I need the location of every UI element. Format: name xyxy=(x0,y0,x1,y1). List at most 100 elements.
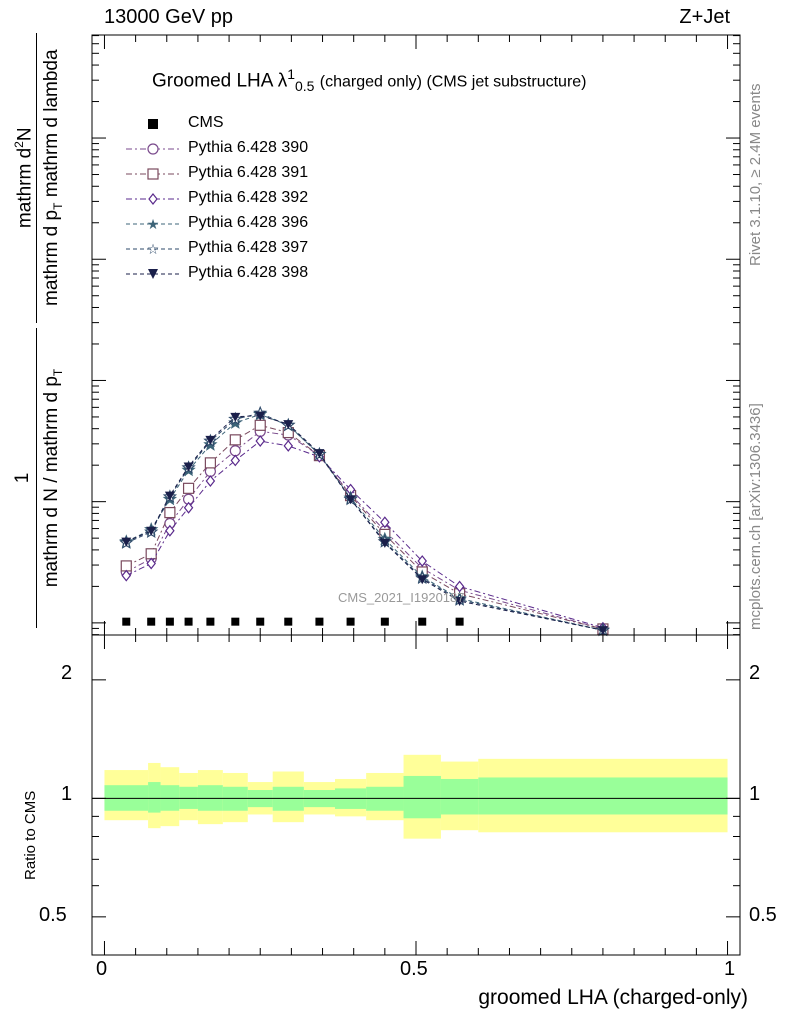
ratio-tick-right-05: 0.5 xyxy=(749,904,777,926)
data-point-pythia-6-428-391 xyxy=(229,434,241,446)
ylabel-den2: mathrm d pT mathrm d lambda xyxy=(41,33,65,323)
data-point-pythia-6-428-398 xyxy=(597,626,608,636)
x-tick-0: 0 xyxy=(96,958,108,980)
series-line-pythia-6-428-391 xyxy=(126,424,604,630)
ratio-band-inner xyxy=(478,777,728,815)
data-point-pythia-6-428-392 xyxy=(205,475,216,488)
data-point-pythia-6-428-398 xyxy=(121,537,132,547)
x-tick-1: 1 xyxy=(724,958,736,980)
title-lambda: λ xyxy=(277,70,288,92)
ratio-band-inner xyxy=(440,778,479,815)
data-point-pythia-6-428-391 xyxy=(182,482,195,494)
ratio-panel xyxy=(91,634,741,956)
rivet-label: Rivet 3.1.10, ≥ 2.4M events xyxy=(747,83,764,267)
ratio-tick-left-1: 1 xyxy=(61,783,73,805)
plot-title: Groomed LHA λ10.5 (charged only) (CMS je… xyxy=(152,66,587,94)
data-point-pythia-6-428-398 xyxy=(314,449,325,459)
svg-text:★: ★ xyxy=(147,216,160,232)
title-rest: (charged only) (CMS jet substructure) xyxy=(319,73,587,91)
legend-label-390: Pythia 6.428 390 xyxy=(188,139,309,156)
y-axis-label: 1 mathrm d N / mathrm d pT mathrm d2N ma… xyxy=(12,28,65,628)
data-point-pythia-6-428-390 xyxy=(229,445,241,457)
ylabel-frac-line2 xyxy=(36,32,37,323)
data-point-pythia-6-428-398 xyxy=(183,462,194,472)
legend-marker-392 xyxy=(126,193,180,205)
data-point-cms xyxy=(147,617,156,626)
data-point-pythia-6-428-391 xyxy=(120,560,132,572)
data-point-pythia-6-428-392 xyxy=(283,439,294,452)
data-point-pythia-6-428-398 xyxy=(230,412,241,422)
ratio-tick-right-2: 2 xyxy=(749,662,761,684)
svg-text:☆: ☆ xyxy=(147,241,160,257)
main-panel xyxy=(91,34,741,637)
data-point-pythia-6-428-398 xyxy=(454,597,465,607)
ylabel-num2-rest: N xyxy=(14,127,36,142)
ratio-band-inner xyxy=(403,775,441,819)
data-point-pythia-6-428-392 xyxy=(255,435,265,448)
legend-label-397: Pythia 6.428 397 xyxy=(188,239,309,256)
data-point-cms xyxy=(165,617,174,626)
legend-marker-396: ★ xyxy=(126,216,180,232)
data-point-pythia-6-428-392 xyxy=(230,454,241,467)
data-point-pythia-6-428-392 xyxy=(417,555,427,568)
data-point-cms xyxy=(206,617,215,626)
title-main: Groomed LHA xyxy=(152,70,273,92)
data-point-pythia-6-428-398 xyxy=(255,411,266,421)
data-point-pythia-6-428-398 xyxy=(205,435,216,445)
data-point-pythia-6-428-391 xyxy=(204,457,216,469)
data-point-pythia-6-428-398 xyxy=(164,491,175,501)
series-line-pythia-6-428-398 xyxy=(126,415,603,631)
x-axis-title: groomed LHA (charged-only) xyxy=(478,986,748,1009)
ylabel-den1-sub: T xyxy=(50,368,65,377)
data-point-cms xyxy=(315,617,324,626)
data-point-cms xyxy=(455,617,464,626)
series-line-pythia-6-428-396 xyxy=(126,413,604,631)
data-point-pythia-6-428-398 xyxy=(417,575,428,585)
legend-label-396: Pythia 6.428 396 xyxy=(188,214,309,231)
data-point-pythia-6-428-392 xyxy=(146,557,156,570)
ratio-tick-right-1: 1 xyxy=(749,783,761,805)
legend-marker-cms xyxy=(148,119,158,129)
title-sup: 1 xyxy=(287,66,295,82)
analysis-watermark: CMS_2021_I1920187 xyxy=(338,590,465,605)
ratio-y-label: Ratio to CMS xyxy=(22,790,39,880)
energy-label: 13000 GeV pp xyxy=(104,6,233,28)
ylabel-den2-rest: mathrm d lambda xyxy=(41,49,62,198)
data-point-pythia-6-428-391 xyxy=(254,419,266,431)
ylabel-den2-sub: T xyxy=(50,202,65,210)
data-point-pythia-6-428-391 xyxy=(164,506,176,519)
legend-label-398: Pythia 6.428 398 xyxy=(188,264,309,281)
data-point-pythia-6-428-392 xyxy=(183,501,194,514)
data-point-pythia-6-428-391 xyxy=(145,548,157,560)
data-point-cms xyxy=(284,617,293,626)
ratio-band-inner xyxy=(148,782,161,813)
data-point-cms xyxy=(418,617,427,626)
data-point-pythia-6-428-392 xyxy=(380,516,390,529)
ylabel-den2-text: mathrm d p xyxy=(41,209,62,306)
legend-marker-398 xyxy=(126,269,180,279)
legend-label-392: Pythia 6.428 392 xyxy=(188,189,309,206)
data-point-cms xyxy=(256,617,265,626)
data-point-cms xyxy=(184,617,193,626)
ylabel-num2-sup: 2 xyxy=(12,141,26,148)
data-point-pythia-6-428-392 xyxy=(165,524,175,537)
legend-label-cms: CMS xyxy=(188,114,224,131)
data-point-cms xyxy=(231,617,240,626)
data-point-cms xyxy=(122,617,131,626)
ratio-tick-left-2: 2 xyxy=(61,662,73,684)
data-point-cms xyxy=(346,617,355,626)
mcplots-label: mcplots.cern.ch [arXiv:1306.3436] xyxy=(747,403,764,630)
ylabel-num1: 1 xyxy=(12,472,33,484)
ratio-tick-left-05: 0.5 xyxy=(39,904,67,926)
ylabel-num2: mathrm d2N xyxy=(12,33,36,323)
data-point-cms xyxy=(380,617,389,626)
ylabel-den1: mathrm d N / mathrm d pT xyxy=(41,328,65,628)
x-tick-05: 0.5 xyxy=(400,958,428,980)
process-label: Z+Jet xyxy=(679,6,730,28)
data-point-pythia-6-428-398 xyxy=(345,495,356,505)
data-point-pythia-6-428-398 xyxy=(283,420,294,430)
title-sub: 0.5 xyxy=(294,78,315,95)
data-point-pythia-6-428-398 xyxy=(146,526,157,536)
ylabel-num2-text: mathrm d xyxy=(14,147,36,229)
